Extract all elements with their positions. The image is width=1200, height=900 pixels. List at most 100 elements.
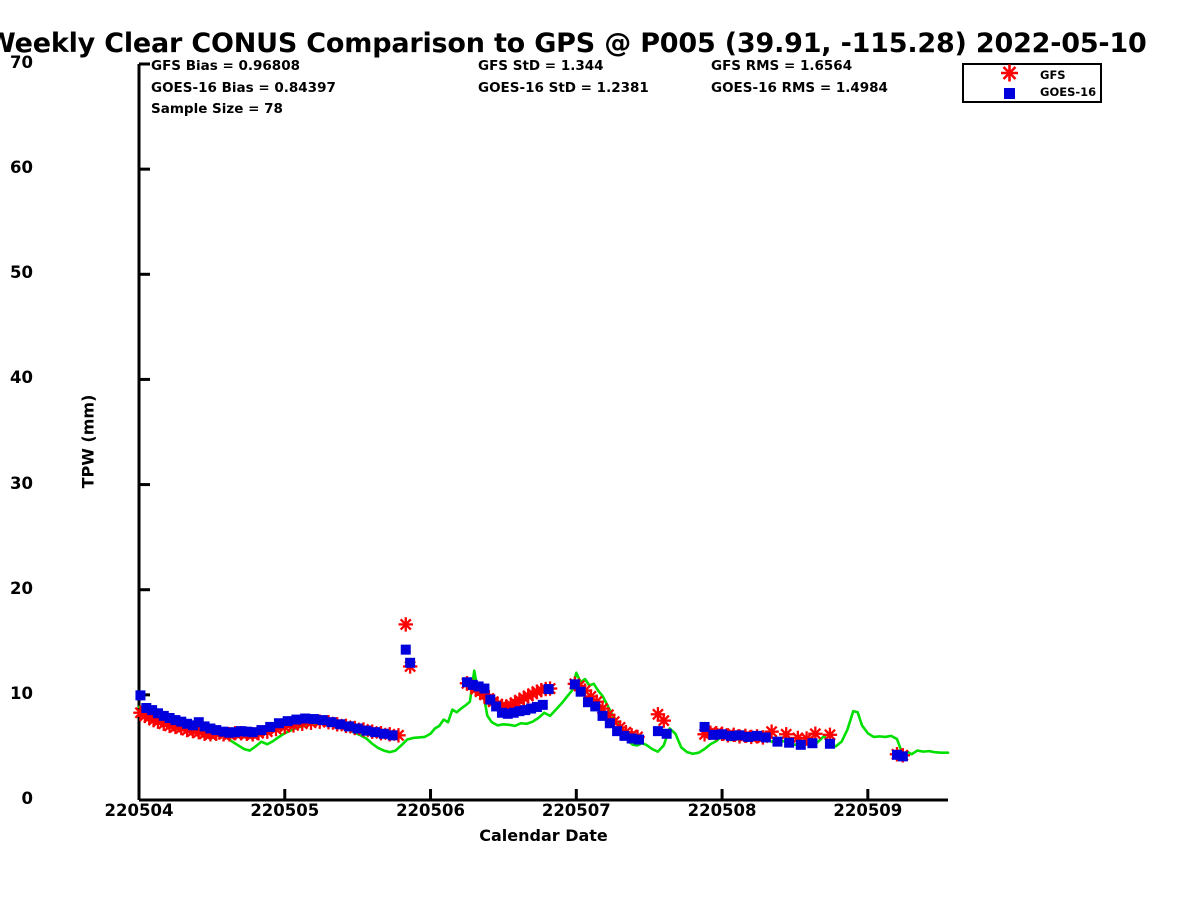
goes16-marker — [326, 717, 337, 728]
y-tick-label: 40 — [10, 368, 33, 388]
legend-label-gfs: GFS — [1040, 68, 1066, 82]
goes16-marker — [158, 710, 169, 721]
goes16-marker — [772, 736, 783, 747]
y-tick-label: 10 — [10, 683, 33, 703]
goes16-marker — [224, 727, 235, 738]
goes16-marker — [537, 699, 548, 710]
square-marker-icon — [1004, 88, 1015, 99]
goes16-marker — [626, 733, 637, 744]
asterisk-ray — [399, 618, 412, 631]
goes16-marker — [708, 729, 719, 740]
goes16-marker — [717, 729, 728, 740]
goes16-marker — [461, 677, 472, 688]
asterisk-ray — [652, 708, 664, 721]
goes16-marker — [400, 644, 411, 655]
goes16-marker — [582, 697, 593, 708]
goes16-marker — [164, 712, 175, 723]
goes16-marker — [282, 716, 293, 727]
goes16-marker — [508, 707, 519, 718]
goes16-marker — [897, 751, 908, 762]
goes16-marker — [170, 715, 181, 726]
goes16-marker — [633, 734, 644, 745]
goes16-marker — [752, 730, 763, 741]
asterisk-ray — [780, 728, 793, 741]
legend-box — [962, 63, 1102, 103]
goes16-marker — [795, 739, 806, 750]
y-tick-label: 70 — [10, 53, 33, 72]
goes16-marker — [387, 730, 398, 741]
goes16-marker — [597, 710, 608, 721]
y-tick-label: 50 — [10, 263, 33, 283]
x-tick-label: 220504 — [104, 801, 174, 820]
goes16-marker — [352, 723, 363, 734]
y-tick-label: 60 — [10, 158, 33, 178]
goes16-marker — [743, 731, 754, 742]
x-tick-label: 220505 — [250, 801, 320, 820]
goes16-marker — [300, 713, 311, 724]
goes16-marker — [612, 726, 623, 737]
goes16-marker — [604, 718, 615, 729]
goes16-marker — [652, 726, 663, 737]
goes16-marker — [256, 725, 267, 736]
goes16-marker — [291, 714, 302, 725]
goes16-marker — [141, 703, 152, 713]
goes16-marker — [405, 657, 416, 668]
goes16-marker — [236, 726, 247, 737]
stat-gfs-rms: GFS RMS = 1.6564 — [711, 58, 853, 74]
goes16-marker — [590, 701, 601, 712]
x-tick-label: 220506 — [396, 801, 465, 820]
goes16-marker — [473, 681, 484, 692]
goes16-marker — [479, 683, 490, 694]
goes16-marker — [526, 703, 537, 714]
goes16-marker — [531, 701, 542, 712]
goes16-marker — [241, 726, 252, 737]
goes16-marker — [891, 749, 902, 760]
x-tick-label: 220508 — [687, 801, 757, 820]
goes16-marker — [230, 727, 241, 738]
goes16-marker — [575, 686, 586, 697]
asterisk-ray — [824, 728, 836, 741]
goes16-marker — [378, 728, 389, 739]
x-tick-label: 220507 — [541, 801, 611, 820]
goes16-marker — [485, 694, 496, 705]
asterisk-ray — [657, 714, 670, 727]
x-axis-label: Calendar Date — [479, 826, 608, 845]
goes16-marker — [824, 738, 835, 749]
goes16-marker — [187, 720, 198, 731]
goes16-marker — [193, 717, 204, 728]
goes16-marker — [335, 719, 346, 730]
asterisk-ray — [809, 727, 822, 740]
goes16-marker — [135, 690, 146, 701]
goes16-marker — [661, 728, 672, 739]
stat-gfs-bias: GFS Bias = 0.96808 — [151, 58, 300, 74]
stat-goes-rms: GOES-16 RMS = 1.4984 — [711, 80, 888, 96]
goes16-marker — [619, 730, 630, 741]
goes16-marker — [760, 732, 771, 743]
stat-gfs-std: GFS StD = 1.344 — [478, 58, 604, 74]
stat-sample-size: Sample Size = 78 — [151, 101, 283, 117]
goes16-marker — [520, 705, 531, 716]
goes16-marker — [182, 718, 193, 729]
x-tick-label: 220509 — [833, 801, 903, 820]
asterisk-marker-icon — [1001, 64, 1018, 82]
goes16-marker — [211, 725, 222, 736]
y-tick-label: 20 — [10, 578, 33, 598]
goes16-marker — [784, 737, 795, 748]
goes16-marker — [725, 730, 736, 741]
legend-markers — [1001, 64, 1018, 99]
goes16-marker — [467, 679, 478, 690]
goes16-marker — [199, 721, 210, 732]
legend-label-goes: GOES-16 — [1040, 85, 1097, 99]
goes16-marker — [569, 679, 580, 690]
goes16-marker — [734, 730, 745, 741]
page-title: Weekly Clear CONUS Comparison to GPS @ P… — [0, 28, 1147, 59]
goes16-marker — [247, 727, 258, 738]
goes16-marker — [699, 721, 710, 732]
goes16-marker — [496, 707, 507, 718]
goes16-marker — [265, 721, 276, 732]
goes16-marker — [807, 738, 818, 749]
goes16-marker — [273, 718, 284, 729]
series-goes-16 — [135, 644, 908, 762]
goes16-marker — [176, 716, 187, 727]
